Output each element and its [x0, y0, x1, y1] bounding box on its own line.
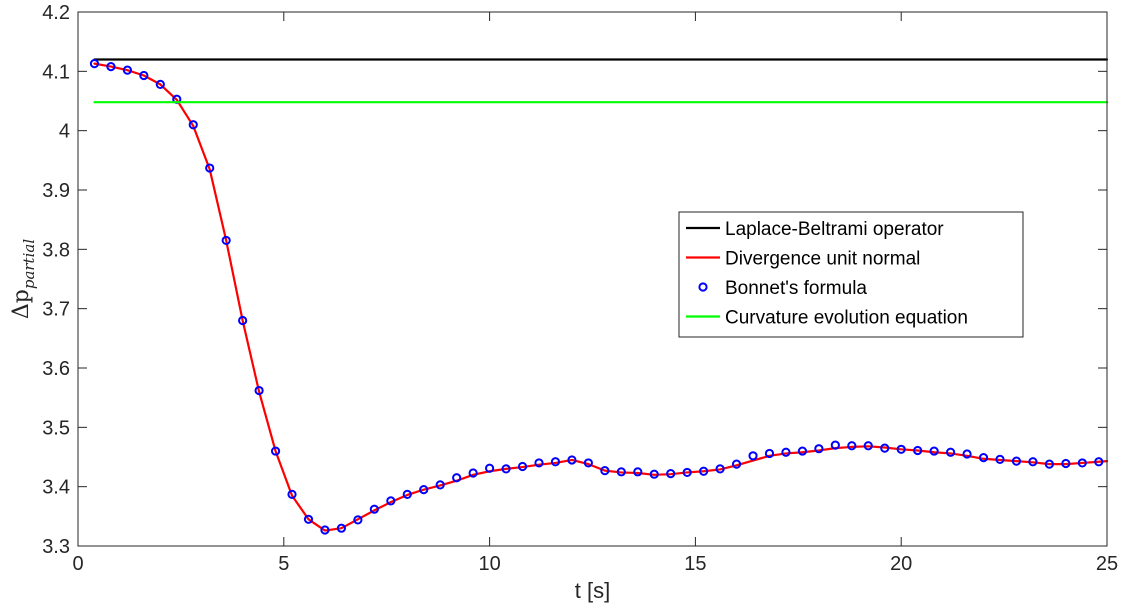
marker-point — [89, 59, 100, 69]
x-tick-label: 0 — [72, 553, 83, 575]
marker-point — [1011, 456, 1022, 466]
marker-point — [238, 315, 248, 326]
marker-point — [402, 489, 412, 499]
x-tick-label: 10 — [478, 553, 500, 575]
marker-point — [485, 463, 495, 473]
marker-point — [600, 466, 610, 476]
marker-point — [435, 480, 445, 490]
marker-point — [880, 443, 890, 453]
marker-point — [995, 454, 1005, 464]
marker-point — [913, 445, 923, 456]
marker-point — [1094, 457, 1104, 467]
x-tick-label: 25 — [1096, 553, 1118, 575]
legend-entries: Laplace-Beltrami operator Divergence unit… — [686, 219, 968, 329]
marker-point — [699, 466, 709, 476]
marker-point — [452, 473, 462, 483]
legend-box — [678, 211, 1024, 338]
marker-point — [254, 385, 264, 396]
marker-point — [155, 79, 165, 89]
y-tick-label: 4.1 — [42, 61, 70, 83]
marker-point — [501, 464, 511, 474]
marker-point — [715, 464, 725, 474]
marker-point — [633, 467, 643, 477]
marker-point — [748, 451, 758, 461]
marker-point — [188, 120, 198, 130]
marker-point — [863, 441, 873, 451]
x-tick-label: 15 — [684, 553, 706, 575]
legend-label: Laplace-Beltrami operator — [725, 219, 944, 240]
marker-point — [896, 444, 906, 454]
marker-point — [830, 440, 840, 450]
marker-point — [517, 461, 528, 472]
marker-point — [764, 448, 775, 459]
series-layer — [89, 58, 1109, 535]
marker-point — [534, 458, 544, 468]
marker-point — [336, 523, 347, 533]
marker-point — [962, 449, 972, 459]
y-tick-label: 3.3 — [42, 536, 70, 558]
marker-point — [616, 467, 626, 477]
marker-point — [847, 441, 857, 451]
x-axis-title: t [s] — [575, 578, 610, 603]
marker-point — [468, 468, 478, 478]
x-tick-label: 20 — [890, 553, 912, 575]
marker-point — [666, 469, 676, 479]
marker-point — [682, 467, 692, 478]
y-tick-label: 3.8 — [42, 239, 70, 261]
marker-point — [567, 455, 577, 465]
marker-point — [731, 459, 742, 469]
x-tick-labels: 0 5 10 15 20 25 — [72, 553, 1118, 575]
y-tick-label: 3.9 — [42, 180, 70, 202]
marker-point — [1044, 459, 1054, 469]
marker-point — [303, 514, 314, 524]
marker-point — [797, 446, 808, 456]
legend-label: Curvature evolution equation — [725, 308, 968, 329]
y-axis-subscript: partial — [20, 239, 38, 289]
marker-point — [1077, 458, 1087, 468]
marker-point — [205, 163, 215, 173]
marker-point — [1028, 457, 1038, 467]
marker-point — [814, 444, 824, 454]
marker-point — [1061, 458, 1071, 469]
marker-point — [583, 458, 593, 468]
marker-point — [419, 485, 429, 495]
marker-point — [139, 70, 149, 81]
y-axis-title: Δppartial — [9, 239, 38, 319]
y-axis-symbol: Δp — [9, 289, 34, 319]
marker-point — [550, 457, 561, 467]
marker-point — [945, 447, 956, 457]
series-line-1 — [93, 62, 1109, 532]
marker-point — [353, 515, 363, 525]
y-tick-label: 4 — [59, 121, 70, 143]
marker-point — [221, 235, 231, 246]
plot-frame — [77, 11, 1108, 547]
legend-label: Divergence unit normal — [725, 249, 920, 270]
y-tick-label: 4.2 — [42, 2, 70, 24]
legend-marker-swatch — [698, 282, 708, 292]
y-tick-label: 3.7 — [42, 299, 70, 321]
marker-point — [287, 489, 297, 499]
tick-marks — [77, 11, 1108, 547]
marker-point — [320, 525, 330, 535]
legend: Laplace-Beltrami operator Divergence unit… — [678, 211, 1024, 338]
x-tick-label: 5 — [278, 553, 289, 575]
y-tick-label: 3.5 — [42, 417, 70, 439]
marker-point — [978, 452, 989, 463]
marker-point — [781, 447, 791, 457]
marker-point — [649, 469, 659, 479]
marker-point — [369, 504, 379, 514]
y-tick-label: 3.6 — [42, 358, 70, 380]
marker-point — [386, 496, 396, 506]
marker-point — [270, 446, 281, 456]
legend-label: Bonnet's formula — [725, 278, 867, 299]
marker-point — [929, 446, 939, 456]
y-tick-labels: 3.3 3.4 3.5 3.6 3.7 3.8 3.9 4 4.1 4.2 — [42, 2, 70, 558]
marker-point — [106, 61, 116, 72]
y-tick-label: 3.4 — [42, 477, 70, 499]
marker-point — [122, 65, 132, 75]
